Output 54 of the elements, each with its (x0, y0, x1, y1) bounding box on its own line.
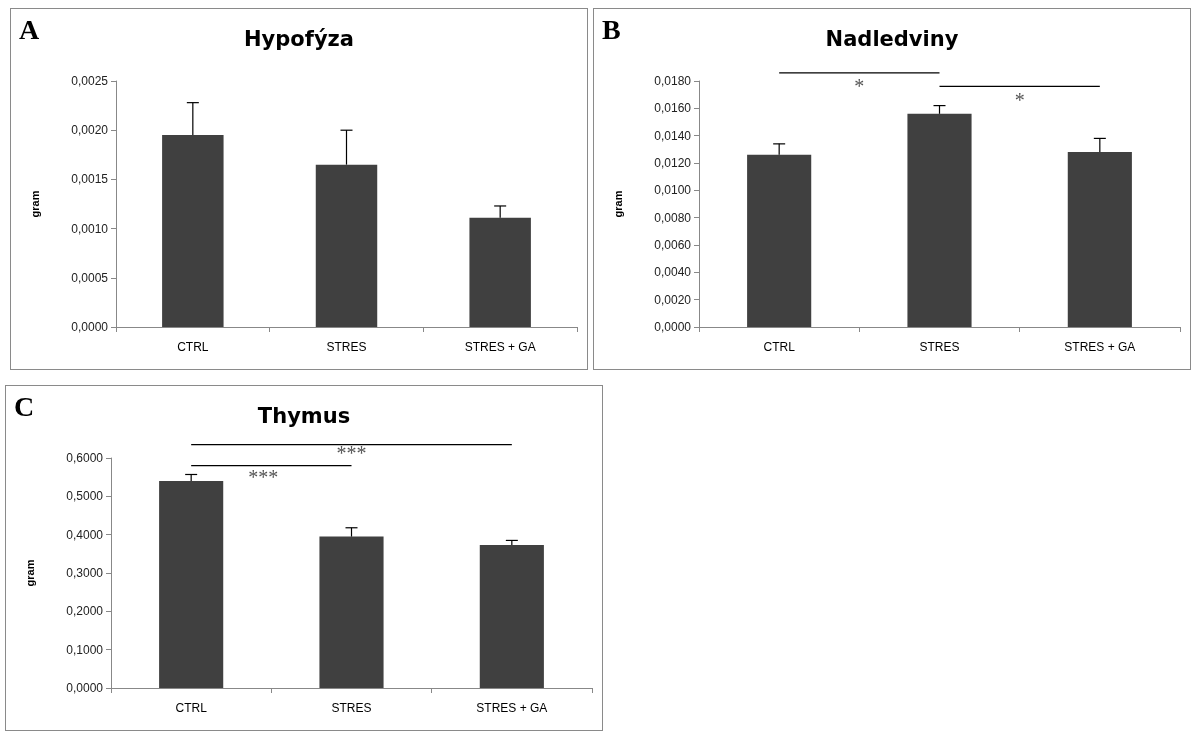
y-tick-label: 0,0140 (654, 128, 692, 143)
y-tick-label: 0,0120 (654, 156, 692, 170)
bar (1067, 152, 1132, 327)
bar (162, 135, 224, 327)
y-axis-title: gram (611, 190, 624, 218)
y-tick-label: 0,1000 (66, 642, 104, 657)
y-tick-label: 0,0080 (654, 210, 692, 225)
text: C (14, 390, 35, 422)
bar (469, 217, 531, 327)
y-tick-label: 0,0020 (71, 123, 109, 138)
y-axis-title: gram (28, 190, 41, 218)
y-tick-label: 0,5000 (66, 489, 104, 504)
y-tick-label: 0,0020 (654, 292, 692, 307)
y-tick-label: 0,0005 (71, 270, 109, 285)
x-tick-label: STRES (331, 701, 372, 715)
annotation: * (1014, 89, 1025, 112)
annotation: *** (336, 441, 367, 464)
y-tick-label: 0,0040 (654, 265, 692, 280)
y-tick-label: 0,4000 (66, 527, 104, 542)
bar (315, 164, 378, 327)
chart-title: Hypofýza (244, 26, 354, 51)
y-tick-label: 0,0000 (654, 320, 692, 334)
x-tick-label: STRES + GA (464, 340, 536, 354)
text: A (19, 13, 40, 45)
x-tick-label: CTRL (175, 701, 208, 715)
x-tick-label: CTRL (177, 340, 209, 354)
y-tick-label: 0,0015 (71, 172, 109, 187)
y-tick-label: 0,2000 (66, 604, 104, 619)
x-tick-label: CTRL (763, 340, 796, 354)
bar (907, 113, 972, 327)
annotation: * (854, 75, 865, 98)
y-tick-label: 0,0000 (71, 320, 109, 334)
text: B (602, 13, 621, 45)
y-tick-label: 0,0010 (71, 221, 109, 236)
annotation: *** (248, 466, 279, 489)
chart-title: Nadledviny (825, 26, 959, 51)
y-tick-label: 0,0100 (654, 183, 692, 198)
chart-title: Thymus (257, 403, 351, 428)
x-tick-label: STRES + GA (476, 701, 548, 715)
bar (479, 545, 544, 688)
x-tick-label: STRES + GA (1064, 340, 1136, 354)
y-tick-label: 0,0000 (66, 681, 104, 695)
y-axis-title: gram (23, 559, 36, 587)
y-tick-label: 0,3000 (66, 566, 104, 580)
y-tick-label: 0,0160 (654, 101, 692, 116)
y-tick-label: 0,0060 (654, 238, 692, 252)
y-tick-label: 0,0180 (654, 74, 692, 88)
bar (319, 536, 384, 688)
x-tick-label: STRES (919, 340, 960, 354)
x-tick-label: STRES (326, 340, 367, 354)
y-tick-label: 0,0025 (71, 74, 109, 88)
bar (747, 154, 812, 327)
y-tick-label: 0,6000 (66, 451, 104, 465)
bar (159, 481, 224, 688)
